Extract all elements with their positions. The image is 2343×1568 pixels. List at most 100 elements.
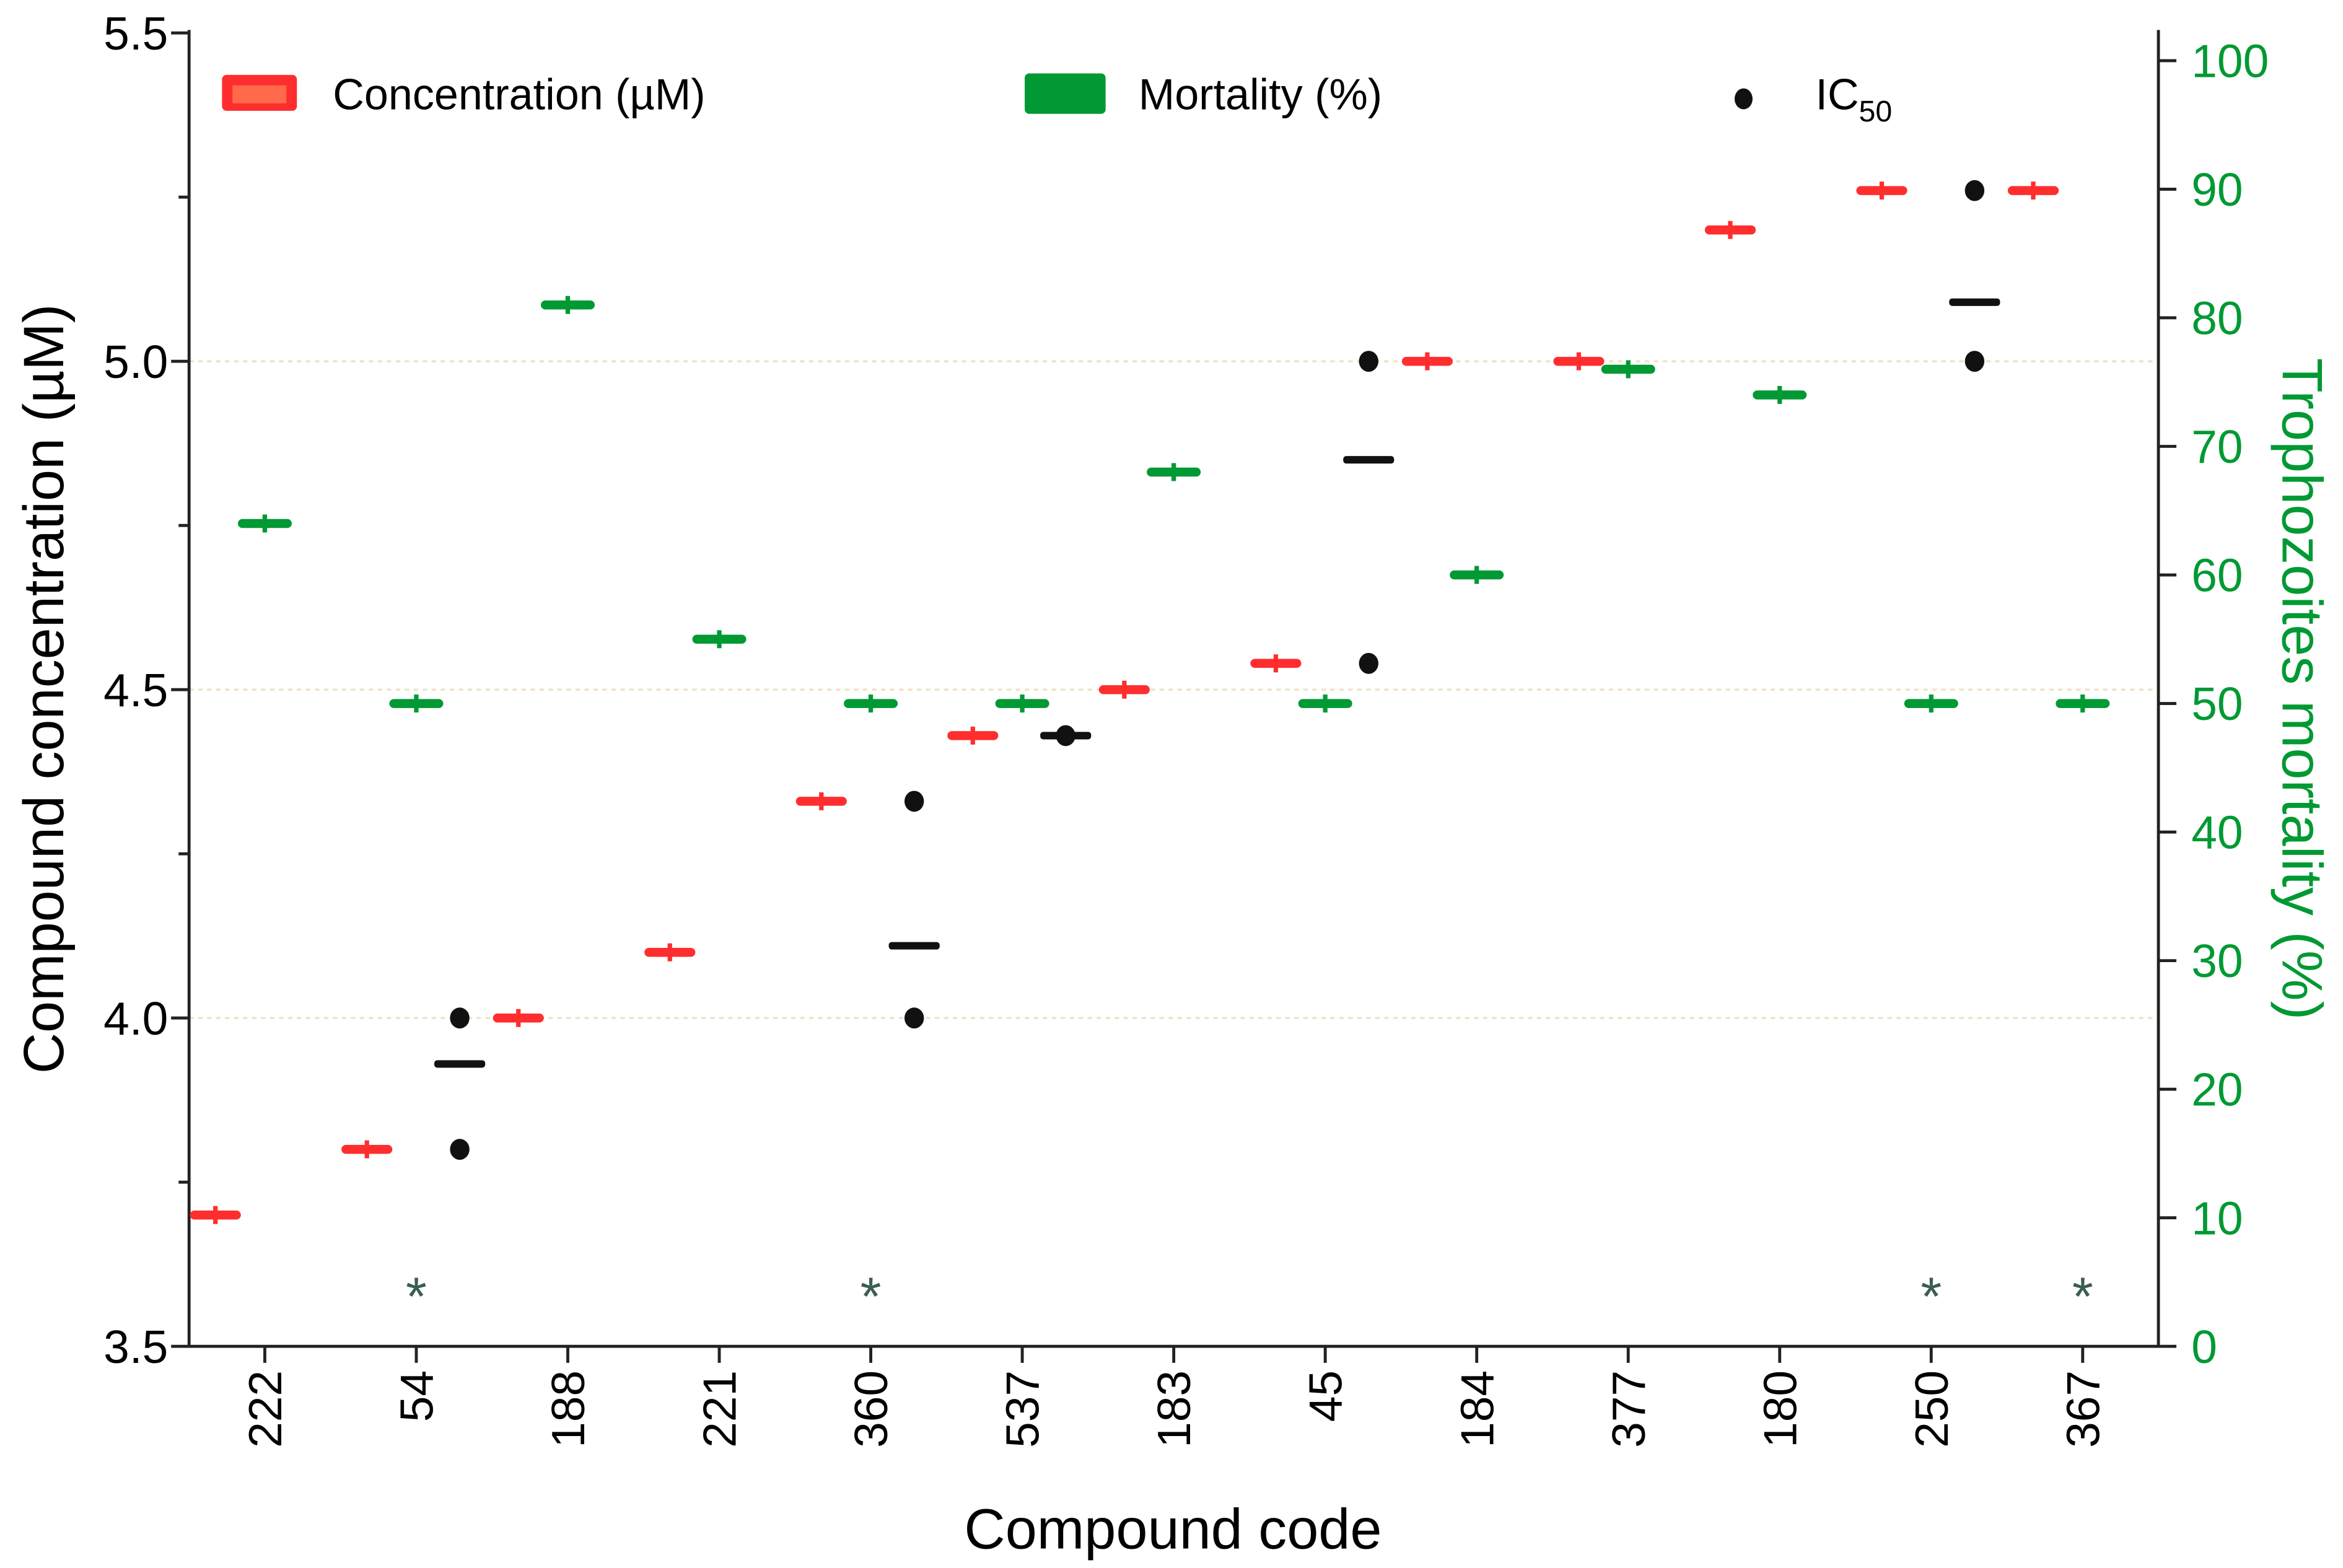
concentration-point-errorbar: [819, 792, 824, 810]
mortality-point-errorbar: [1020, 694, 1025, 713]
x-tick-label: 250: [1906, 1370, 1958, 1448]
concentration-point: [1704, 221, 1756, 239]
ic50-mean-line: [1343, 456, 1395, 464]
mortality-point: [237, 514, 292, 533]
significance-asterisk: *: [2072, 1266, 2093, 1326]
x-tick-label: 222: [239, 1370, 291, 1448]
significance-asterisk: *: [406, 1266, 427, 1326]
x-tick-label: 180: [1754, 1370, 1806, 1448]
mortality-point: [844, 694, 898, 713]
ic50-point: [904, 1007, 924, 1029]
gridlines: [189, 360, 2159, 1020]
concentration-point-errorbar: [213, 1206, 218, 1224]
ic50-point: [450, 1139, 470, 1160]
ic50-point: [1964, 180, 1985, 201]
axes: 3.5 4.0 4.5 5.0 5.5 0 10 20 30 40 50 60 70 80 90 100 222…: [103, 7, 2269, 1448]
y2-tick-label: 30: [2191, 935, 2243, 987]
legend-swatch-inner: [232, 85, 287, 103]
y2-tick-label: 50: [2191, 678, 2243, 730]
concentration-point-errorbar: [364, 1140, 369, 1158]
y2-tick-label: 20: [2191, 1064, 2243, 1116]
x-tick-label: 537: [997, 1370, 1049, 1448]
concentration-point: [1553, 352, 1605, 370]
y2-tick-label: 10: [2191, 1192, 2243, 1244]
mortality-point-errorbar: [1323, 694, 1328, 713]
mortality-point-errorbar: [262, 514, 268, 533]
mortality-point: [1904, 694, 1958, 713]
concentration-point-errorbar: [1425, 352, 1430, 370]
concentration-point-errorbar: [2031, 182, 2036, 200]
y-tick-label: 5.0: [103, 336, 168, 388]
y2-tick-label: 100: [2191, 35, 2269, 87]
ic50-point: [1359, 652, 1378, 674]
concentration-point: [341, 1140, 393, 1158]
significance-asterisk: *: [1920, 1266, 1942, 1326]
ic50-point: [904, 791, 924, 812]
mortality-point: [2056, 694, 2110, 713]
x-tick-label: 184: [1451, 1370, 1503, 1448]
ic50-mean-line: [434, 1060, 486, 1068]
concentration-point-errorbar: [1122, 680, 1127, 699]
mortality-point-errorbar: [2080, 694, 2085, 713]
legend-marker-ic50: [1734, 88, 1753, 110]
x-tick-label: 183: [1148, 1370, 1200, 1448]
mortality-point-errorbar: [1929, 694, 1934, 713]
ic50-mean-line: [888, 942, 940, 950]
concentration-point: [1098, 680, 1150, 699]
mortality-point: [541, 296, 595, 314]
legend: Concentration (µM) Mortality (%) IC50: [222, 70, 1892, 128]
y2-tick-label: 60: [2191, 550, 2243, 602]
mortality-point: [1753, 385, 1807, 404]
concentration-point: [644, 943, 696, 961]
mortality-point: [1147, 463, 1201, 481]
concentration-point-errorbar: [667, 943, 672, 961]
mortality-point-errorbar: [1172, 463, 1176, 481]
ic50-point: [1359, 351, 1378, 372]
ic50-point: [450, 1007, 470, 1029]
x-axis-title: Compound code: [964, 1498, 1382, 1561]
mortality-point: [995, 694, 1049, 713]
x-tick-label: 221: [694, 1370, 746, 1448]
concentration-point-errorbar: [1273, 654, 1279, 673]
concentration-point-errorbar: [1576, 352, 1582, 370]
y-tick-label: 4.5: [103, 664, 168, 716]
mortality-point-errorbar: [1777, 385, 1782, 404]
mortality-point: [1601, 360, 1655, 379]
mortality-point-errorbar: [1474, 566, 1479, 584]
concentration-point-errorbar: [970, 726, 975, 745]
y2-tick-label: 90: [2191, 164, 2243, 216]
x-tick-label: 188: [542, 1370, 594, 1448]
y2-tick-label: 80: [2191, 292, 2243, 344]
mortality-point-errorbar: [1626, 360, 1631, 379]
y2-tick-label: 70: [2191, 421, 2243, 473]
legend-label-ic50: IC50: [1815, 70, 1892, 128]
mortality-point-errorbar: [414, 694, 419, 713]
y2-tick-label: 40: [2191, 807, 2243, 859]
y-tick-label: 5.5: [103, 7, 168, 59]
legend-swatch-mortality: [1025, 73, 1106, 114]
concentration-point: [795, 792, 847, 810]
x-tick-label: 360: [845, 1370, 897, 1448]
y2-axis-title: Trophozoites mortality (%): [2271, 358, 2334, 1020]
concentration-point: [1856, 182, 1907, 200]
concentration-point: [1250, 654, 1302, 673]
mortality-point: [389, 694, 444, 713]
concentration-point: [947, 726, 999, 745]
significance-asterisk: *: [861, 1266, 882, 1326]
mortality-point-errorbar: [717, 630, 722, 649]
ic50-mean-line: [1949, 298, 2000, 306]
mortality-point-errorbar: [565, 296, 571, 314]
ic50-mean-line: [1040, 732, 1092, 740]
concentration-point-errorbar: [1879, 182, 1885, 200]
concentration-point: [2007, 182, 2059, 200]
ic50-point: [1964, 351, 1985, 372]
concentration-point: [493, 1009, 544, 1027]
y-axis-title: Compound concentration (µM): [12, 304, 76, 1074]
y-tick-label: 4.0: [103, 992, 168, 1045]
concentration-point-errorbar: [1728, 221, 1733, 239]
mortality-point: [1298, 694, 1352, 713]
legend-label-mortality: Mortality (%): [1139, 70, 1382, 118]
y2-tick-label: 0: [2191, 1321, 2217, 1373]
concentration-point: [190, 1206, 241, 1224]
